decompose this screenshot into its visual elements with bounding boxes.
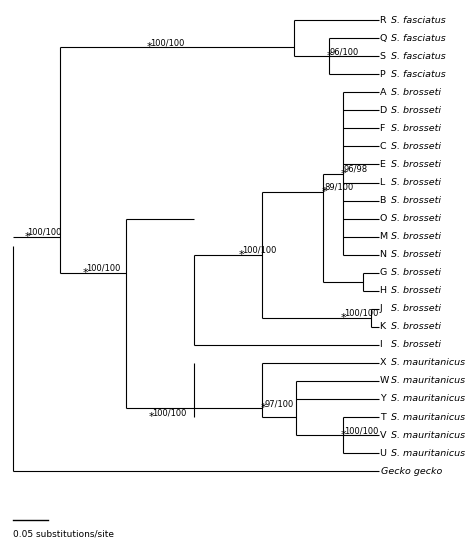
Text: R: R [380,16,390,24]
Text: W: W [380,376,392,386]
Text: T: T [380,413,389,421]
Text: *: * [146,42,152,52]
Text: *: * [327,51,332,61]
Text: S. brosseti: S. brosseti [391,178,441,187]
Text: E: E [380,160,389,169]
Text: G: G [380,268,390,277]
Text: U: U [380,449,390,458]
Text: 0.05 substitutions/site: 0.05 substitutions/site [13,530,114,539]
Text: Gecko gecko: Gecko gecko [381,466,442,476]
Text: S. brosseti: S. brosseti [391,196,441,205]
Text: 100/100: 100/100 [344,426,378,435]
Text: A: A [380,88,390,97]
Text: S. brosseti: S. brosseti [391,268,441,277]
Text: K: K [380,323,389,331]
Text: S. brosseti: S. brosseti [391,142,441,151]
Text: B: B [380,196,389,205]
Text: L: L [380,178,388,187]
Text: *: * [341,168,346,179]
Text: 100/100: 100/100 [27,228,62,237]
Text: 100/100: 100/100 [152,408,186,417]
Text: S. brosseti: S. brosseti [391,88,441,97]
Text: Y: Y [380,395,389,403]
Text: S: S [380,52,389,61]
Text: S. fasciatus: S. fasciatus [391,34,446,43]
Text: S. fasciatus: S. fasciatus [391,52,446,61]
Text: F: F [380,124,388,133]
Text: S. fasciatus: S. fasciatus [391,70,446,79]
Text: S. mauritanicus: S. mauritanicus [391,395,465,403]
Text: M: M [380,232,391,241]
Text: S. brosseti: S. brosseti [391,286,441,295]
Text: S. brosseti: S. brosseti [391,250,441,259]
Text: S. brosseti: S. brosseti [391,160,441,169]
Text: 97/100: 97/100 [264,399,293,408]
Text: S. mauritanicus: S. mauritanicus [391,376,465,386]
Text: S. mauritanicus: S. mauritanicus [391,358,465,368]
Text: S. brosseti: S. brosseti [391,106,441,115]
Text: I: I [380,340,386,349]
Text: 100/100: 100/100 [344,309,378,318]
Text: S. mauritanicus: S. mauritanicus [391,413,465,421]
Text: *: * [239,250,245,260]
Text: S. mauritanicus: S. mauritanicus [391,449,465,458]
Text: *: * [341,430,346,440]
Text: *: * [149,412,155,422]
Text: P: P [380,70,389,79]
Text: *: * [82,268,88,277]
Text: D: D [380,106,390,115]
Text: S. brosseti: S. brosseti [391,232,441,241]
Text: S. brosseti: S. brosseti [391,214,441,223]
Text: C: C [380,142,390,151]
Text: 89/100: 89/100 [325,182,354,192]
Text: S. fasciatus: S. fasciatus [391,16,446,24]
Text: X: X [380,358,390,368]
Text: 100/100: 100/100 [242,245,277,255]
Text: *: * [321,187,327,197]
Text: H: H [380,286,390,295]
Text: S. mauritanicus: S. mauritanicus [391,431,465,440]
Text: S. brosseti: S. brosseti [391,304,441,313]
Text: *: * [261,403,267,413]
Text: 96/98: 96/98 [344,165,368,174]
Text: O: O [380,214,390,223]
Text: S. brosseti: S. brosseti [391,323,441,331]
Text: Q: Q [380,34,390,43]
Text: S. brosseti: S. brosseti [391,124,441,133]
Text: 100/100: 100/100 [150,38,184,47]
Text: S. brosseti: S. brosseti [391,340,441,349]
Text: *: * [341,313,346,323]
Text: *: * [24,232,30,242]
Text: J: J [380,304,386,313]
Text: N: N [380,250,390,259]
Text: V: V [380,431,390,440]
Text: 96/100: 96/100 [330,47,359,56]
Text: 100/100: 100/100 [86,264,120,273]
